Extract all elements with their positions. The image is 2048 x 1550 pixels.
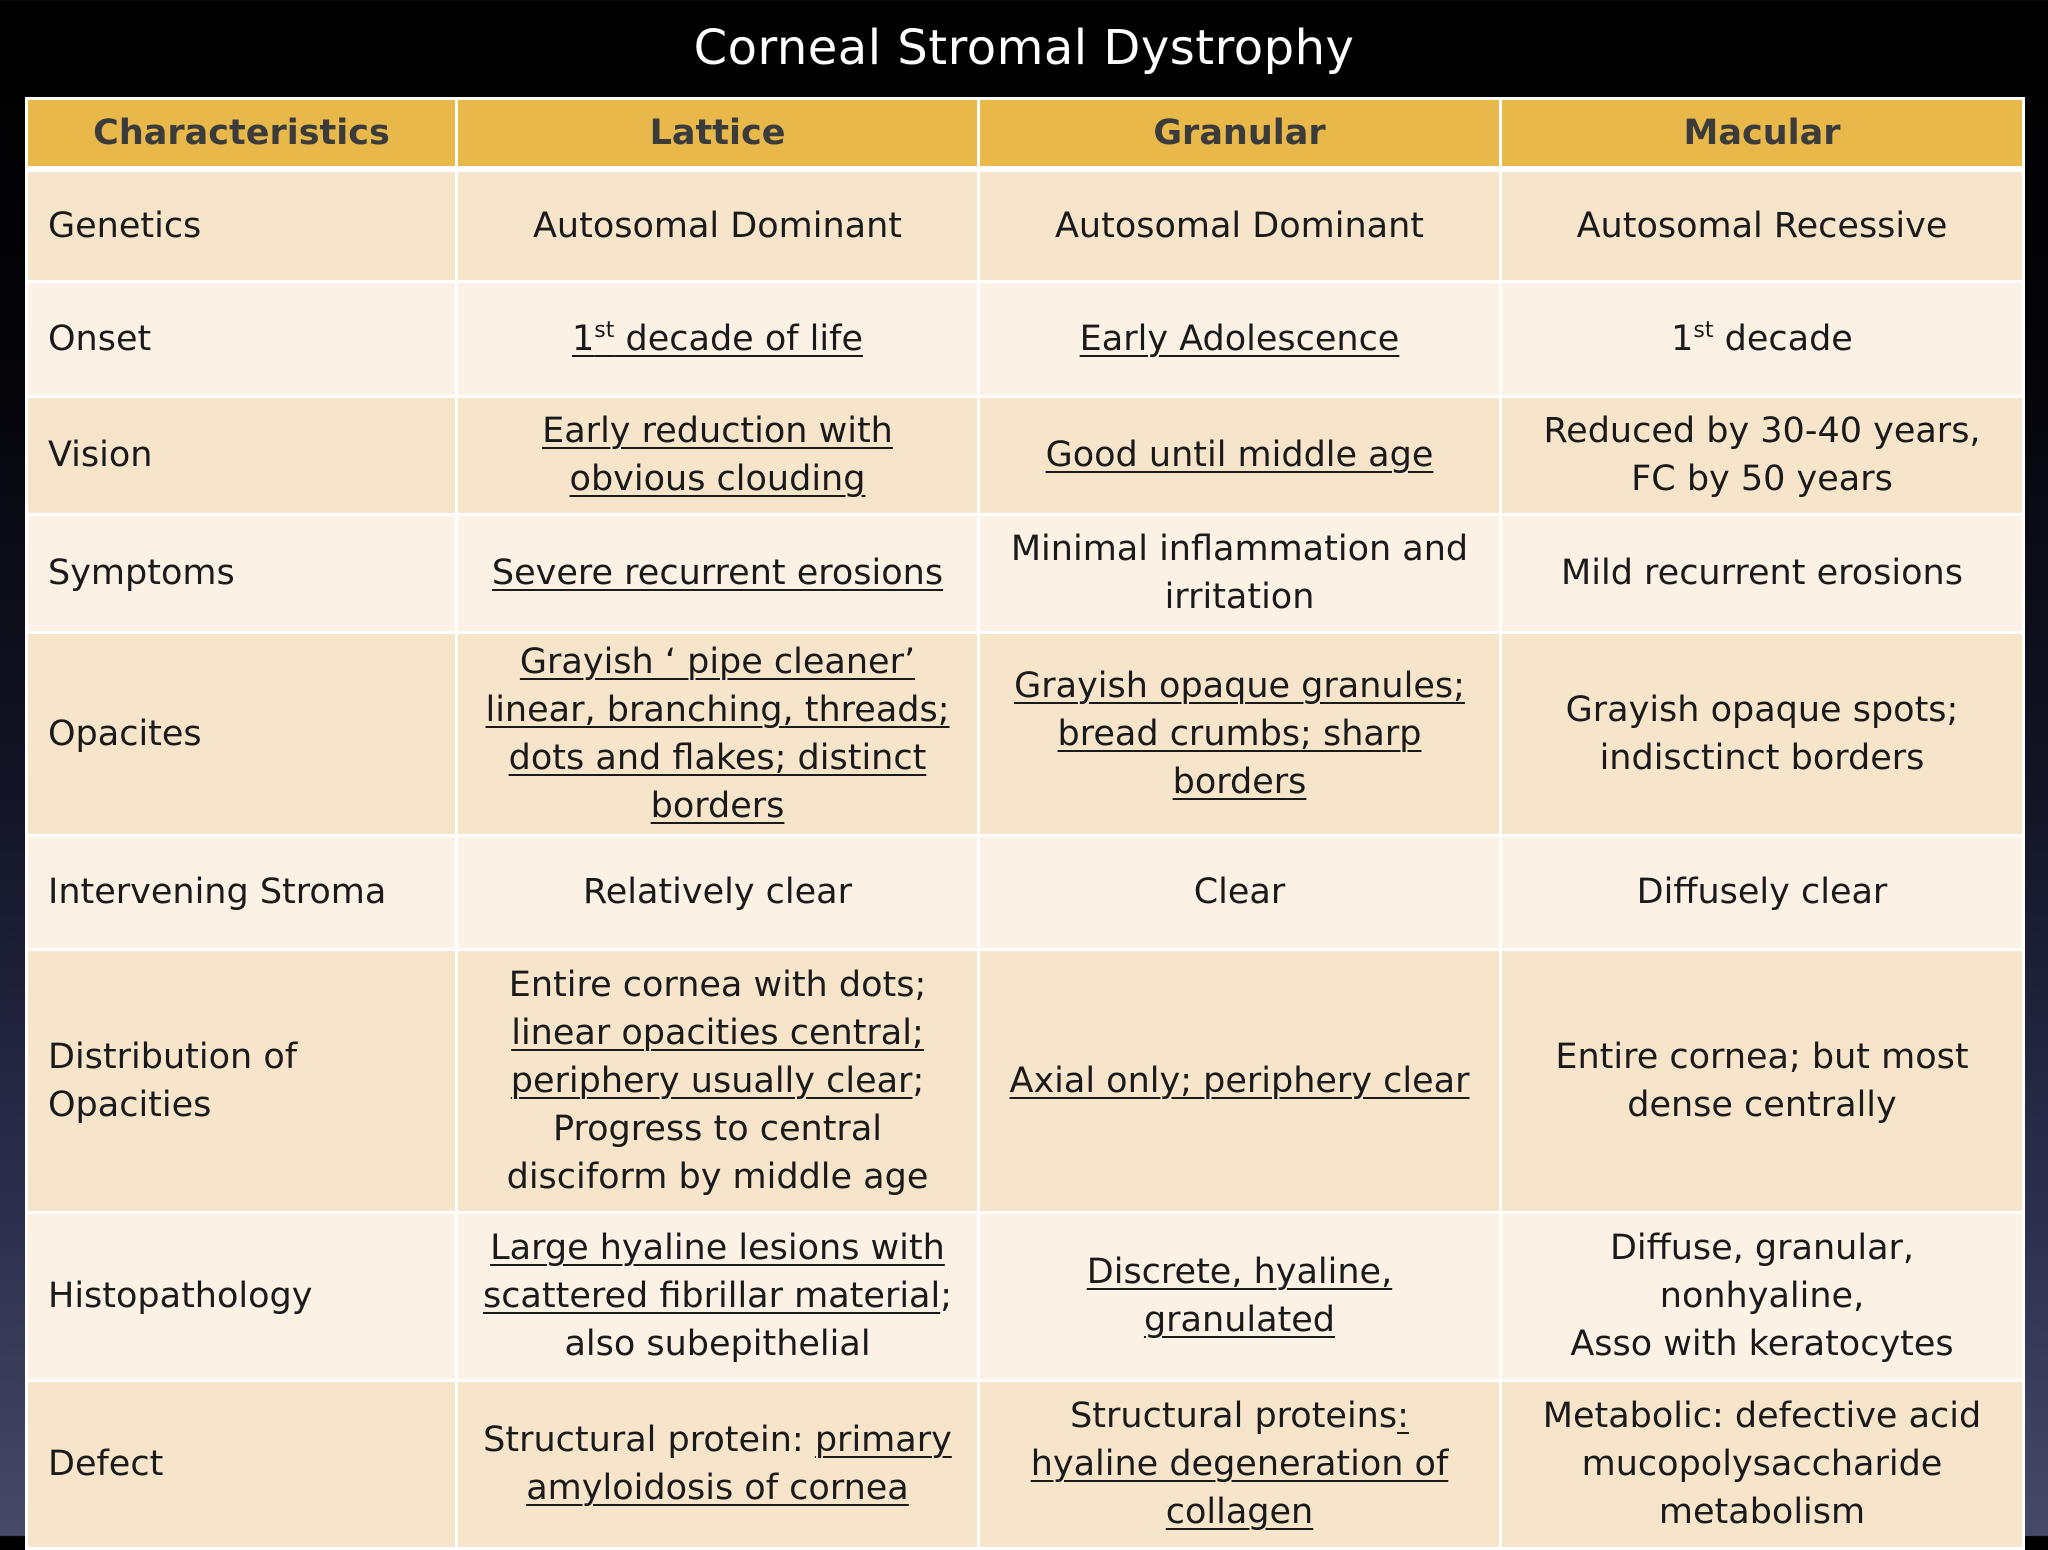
- cell-lattice: Early reduction with obvious clouding: [455, 394, 980, 516]
- cell-macular: Diffusely clear: [1499, 833, 2025, 951]
- onset-text: decade of life: [614, 318, 863, 359]
- underlined-text: periphery usually clear: [510, 1060, 913, 1101]
- cell-granular: Axial only; periphery clear: [977, 947, 1502, 1214]
- ordinal-number: 1: [1671, 318, 1694, 359]
- cell-text: Structural protein:: [483, 1420, 815, 1460]
- table-row-vision: Vision Early reduction with obvious clou…: [25, 394, 2025, 516]
- cell-lattice: Structural protein: primary amyloidosis …: [455, 1378, 980, 1550]
- cell-macular: Metabolic: defective acid mucopolysaccha…: [1499, 1378, 2025, 1550]
- table-header-row: Characteristics Lattice Granular Macular: [25, 97, 2025, 172]
- cell-macular: Mild recurrent erosions: [1499, 512, 2025, 634]
- cell-lattice: Autosomal Dominant: [455, 167, 980, 283]
- row-label: Vision: [25, 394, 458, 516]
- cell-granular: Early Adolescence: [977, 279, 1502, 398]
- cell-text: Diffuse, granular,: [1609, 1228, 1915, 1268]
- row-label-line: Opacities: [48, 1084, 212, 1125]
- underlined-text: Good until middle age: [1045, 435, 1434, 475]
- cell-text: Entire cornea with dots;: [508, 964, 927, 1005]
- cell-granular: Grayish opaque granules; bread crumbs; s…: [977, 630, 1502, 837]
- table-row-distribution: Distribution of Opacities Entire cornea w…: [25, 947, 2025, 1214]
- header-lattice: Lattice: [455, 97, 980, 172]
- cell-granular: Clear: [977, 833, 1502, 951]
- underlined-text: Discrete, hyaline, granulated: [1086, 1252, 1393, 1340]
- underlined-text: Grayish opaque granules; bread crumbs; s…: [1014, 665, 1465, 802]
- cell-lattice: Relatively clear: [455, 833, 980, 951]
- cell-macular: Grayish opaque spots; indisctinct border…: [1499, 630, 2025, 837]
- underlined-text: Early Adolescence: [1079, 318, 1400, 359]
- dystrophy-table-container: Characteristics Lattice Granular Macular…: [25, 97, 2025, 1550]
- cell-macular: Autosomal Recessive: [1499, 167, 2025, 283]
- cell-macular: Reduced by 30-40 years, FC by 50 years: [1499, 394, 2025, 516]
- cell-lattice: Grayish ‘ pipe cleaner’ linear, branchin…: [455, 630, 980, 837]
- cell-text: ;: [940, 1276, 953, 1316]
- row-label: Intervening Stroma: [25, 833, 458, 951]
- row-label-line: Distribution of: [48, 1036, 298, 1077]
- table-row-histopathology: Histopathology Large hyaline lesions wit…: [25, 1210, 2025, 1382]
- cell-lattice: 1st decade of life: [455, 279, 980, 398]
- underlined-text: : hyaline degeneration of collagen: [1030, 1396, 1449, 1532]
- table-row-intervening-stroma: Intervening Stroma Relatively clear Clea…: [25, 833, 2025, 951]
- cell-granular: Discrete, hyaline, granulated: [977, 1210, 1502, 1382]
- cell-lattice: Large hyaline lesions with scattered fib…: [455, 1210, 980, 1382]
- dystrophy-table: Characteristics Lattice Granular Macular…: [25, 97, 2025, 1550]
- underlined-text: Early reduction with obvious clouding: [542, 411, 893, 499]
- ordinal-number: 1: [572, 318, 595, 359]
- header-granular: Granular: [977, 97, 1502, 172]
- cell-granular: Autosomal Dominant: [977, 167, 1502, 283]
- underlined-text: linear opacities central;: [511, 1012, 924, 1053]
- cell-text: Progress to central disciform by middle …: [506, 1108, 929, 1197]
- underlined-text: 1st decade of life: [572, 319, 863, 359]
- row-label: Opacites: [25, 630, 458, 837]
- underlined-text: Severe recurrent erosions: [491, 553, 944, 593]
- underlined-text: Axial only; periphery clear: [1009, 1060, 1470, 1101]
- cell-granular: Good until middle age: [977, 394, 1502, 516]
- table-row-symptoms: Symptoms Severe recurrent erosions Minim…: [25, 512, 2025, 634]
- cell-macular: Entire cornea; but most dense centrally: [1499, 947, 2025, 1214]
- ordinal-suffix: st: [1693, 317, 1714, 343]
- cell-text: ;: [912, 1060, 925, 1101]
- row-label: Onset: [25, 279, 458, 398]
- row-label: Genetics: [25, 167, 458, 283]
- underlined-text: Large hyaline lesions with scattered fib…: [482, 1228, 945, 1316]
- cell-lattice: Entire cornea with dots; linear opacitie…: [455, 947, 980, 1214]
- cell-lattice: Severe recurrent erosions: [455, 512, 980, 634]
- row-label: Distribution of Opacities: [25, 947, 458, 1214]
- table-row-opacites: Opacites Grayish ‘ pipe cleaner’ linear,…: [25, 630, 2025, 837]
- underlined-text: primary amyloidosis of cornea: [526, 1420, 952, 1508]
- cell-text: Structural proteins: [1070, 1396, 1398, 1436]
- header-characteristics: Characteristics: [25, 97, 458, 172]
- underlined-text: Grayish ‘ pipe cleaner’ linear, branchin…: [485, 641, 950, 826]
- cell-granular: Structural proteins: hyaline degeneratio…: [977, 1378, 1502, 1550]
- slide-title: Corneal Stromal Dystrophy: [693, 20, 1355, 76]
- table-row-onset: Onset 1st decade of life Early Adolescen…: [25, 279, 2025, 398]
- cell-text: nonhyaline,: [1659, 1276, 1865, 1316]
- cell-granular: Minimal inflammation and irritation: [977, 512, 1502, 634]
- cell-text: also subepithelial: [564, 1324, 871, 1364]
- row-label: Symptoms: [25, 512, 458, 634]
- cell-text: Asso with keratocytes: [1570, 1324, 1954, 1364]
- table-row-defect: Defect Structural protein: primary amylo…: [25, 1378, 2025, 1550]
- cell-macular: Diffuse, granular, nonhyaline, Asso with k…: [1499, 1210, 2025, 1382]
- row-label: Defect: [25, 1378, 458, 1550]
- onset-text: decade: [1713, 318, 1853, 359]
- table-row-genetics: Genetics Autosomal Dominant Autosomal Do…: [25, 167, 2025, 283]
- ordinal-suffix: st: [594, 317, 615, 343]
- row-label: Histopathology: [25, 1210, 458, 1382]
- header-macular: Macular: [1499, 97, 2025, 172]
- cell-macular: 1st decade: [1499, 279, 2025, 398]
